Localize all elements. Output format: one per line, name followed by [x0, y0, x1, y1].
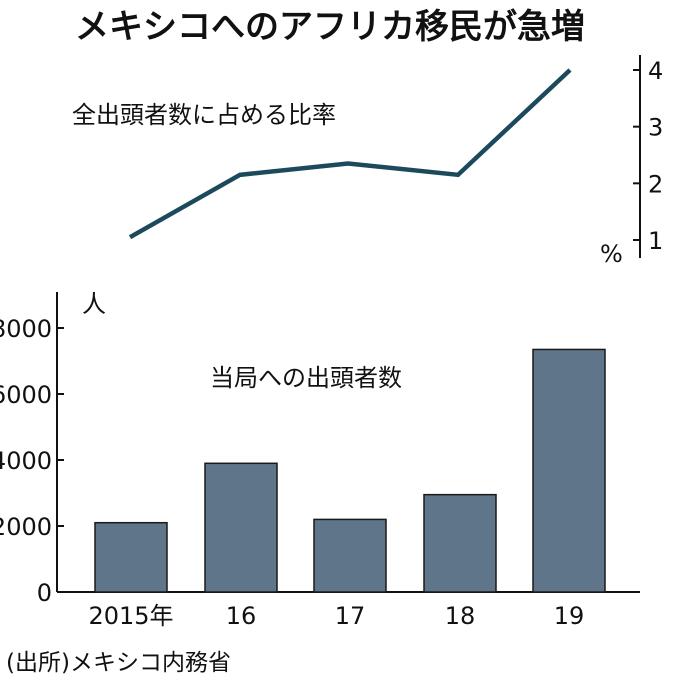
- bar: [532, 348, 606, 593]
- bar: [313, 518, 387, 593]
- bar-y-tick-label: 8000: [0, 315, 52, 343]
- bar-x-tick-label: 17: [335, 602, 366, 630]
- line-y-tick-label: 1: [648, 227, 663, 255]
- bar: [204, 462, 278, 593]
- bar: [94, 521, 168, 593]
- bar-x-tick-label: 2015年: [88, 602, 173, 630]
- bar-x-tick-label: 18: [445, 602, 476, 630]
- bar: [423, 493, 497, 593]
- line-y-tick-label: 3: [648, 114, 663, 142]
- source-note: (出所)メキシコ内務省: [6, 650, 231, 676]
- bar-y-tick-label: 4000: [0, 447, 52, 475]
- chart-title: メキシコへのアフリカ移民が急増: [75, 7, 585, 47]
- line-y-tick-label: 4: [648, 57, 663, 85]
- bar-x-tick-label: 16: [226, 602, 257, 630]
- line-series: [128, 68, 572, 240]
- bar-chart: 人 0 2000 4000 6000 8000 当局への出頭者数 2015年 16 17 18 19: [0, 290, 640, 630]
- line-y-tick-label: 2: [648, 170, 663, 198]
- line-series-label: 全出頭者数に占める比率: [72, 101, 336, 129]
- line-chart: 1 2 3 4% 全出頭者数に占める比率: [72, 55, 663, 268]
- line-unit-label: %: [600, 240, 623, 268]
- bar-y-tick-label: 2000: [0, 513, 52, 541]
- bar-y-tick-label: 6000: [0, 381, 52, 409]
- bar-series-label: 当局への出頭者数: [210, 364, 402, 392]
- bar-x-tick-label: 19: [554, 602, 585, 630]
- bar-y-tick-label: 0: [37, 579, 52, 607]
- bar-unit-label: 人: [82, 290, 106, 318]
